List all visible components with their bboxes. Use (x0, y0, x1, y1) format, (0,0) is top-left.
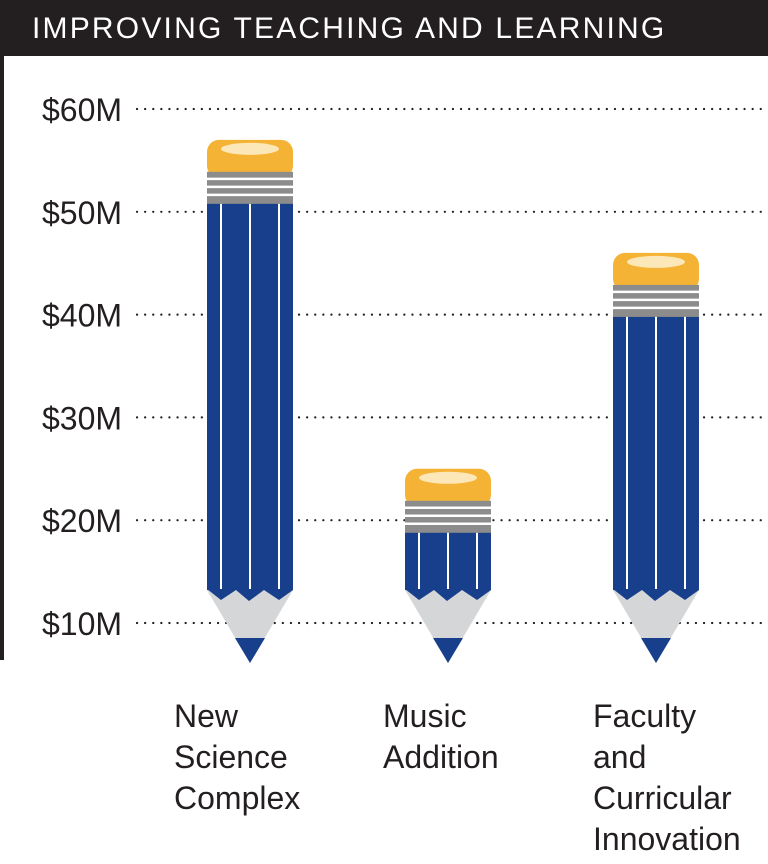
category-label-new-science-complex: New Science Complex (174, 696, 300, 819)
category-label-line: Faculty (593, 698, 697, 734)
category-label-line: Addition (383, 739, 499, 775)
y-tick-label: $60M (42, 92, 122, 128)
y-tick-label: $10M (42, 606, 122, 642)
category-label-line: Music (383, 698, 467, 734)
pencil-ferrule (613, 284, 699, 319)
pencil-lead (433, 638, 463, 663)
pencil-lead (235, 638, 265, 663)
pencil-ferrule (207, 171, 293, 206)
eraser-highlight (419, 471, 477, 484)
category-label-music-addition: Music Addition (383, 696, 499, 778)
pencil-scallop (613, 589, 699, 601)
pencil-bar (405, 468, 491, 663)
y-tick-label: $50M (42, 195, 122, 231)
chart-title: IMPROVING TEACHING AND LEARNING (32, 12, 667, 45)
category-label-line: Science (174, 739, 288, 775)
y-tick-labels: $10M $20M $30M $40M $50M $60M (42, 92, 122, 642)
pencil-bars (207, 139, 699, 663)
eraser-highlight (221, 142, 279, 155)
y-tick-label: $20M (42, 503, 122, 539)
pencil-scallop (207, 589, 293, 601)
pencil-lead (641, 638, 671, 663)
category-label-line: Curricular (593, 780, 732, 816)
y-axis-rule (0, 56, 4, 660)
y-tick-label: $30M (42, 400, 122, 436)
pencil-ferrule (405, 500, 491, 535)
pencil-wood (613, 590, 699, 663)
category-label-line: Complex (174, 780, 301, 816)
pencil-bar (207, 139, 293, 663)
y-tick-label: $40M (42, 298, 122, 334)
pencil-scallop (405, 589, 491, 601)
category-label-faculty-curricular-innovation: Faculty and Curricular Innovation (593, 696, 741, 860)
category-label-line: Innovation (593, 821, 741, 857)
title-banner: IMPROVING TEACHING AND LEARNING (0, 0, 768, 56)
pencil-bar (613, 252, 699, 663)
pencil-wood (207, 590, 293, 663)
pencil-wood (405, 590, 491, 663)
category-label-line: New (174, 698, 239, 734)
category-label-line: and (593, 739, 647, 775)
eraser-highlight (627, 255, 685, 268)
